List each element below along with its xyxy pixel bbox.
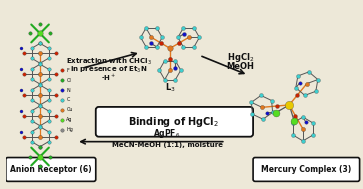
Text: HgCl$_2$: HgCl$_2$: [227, 51, 254, 64]
Text: N: N: [66, 88, 70, 93]
Text: -H$^+$: -H$^+$: [101, 73, 116, 83]
Text: Extraction with CHCl$_3$: Extraction with CHCl$_3$: [65, 57, 151, 67]
Text: Hg: Hg: [66, 127, 73, 132]
Text: MeOH: MeOH: [227, 62, 254, 71]
Text: L$_3$: L$_3$: [165, 82, 175, 94]
Text: Binding of HgCl$_2$: Binding of HgCl$_2$: [129, 115, 219, 129]
FancyBboxPatch shape: [253, 158, 360, 181]
Text: Anion Receptor (6): Anion Receptor (6): [10, 165, 91, 174]
Text: F: F: [66, 68, 69, 73]
Text: MeCN-MeOH (1:1), moisture: MeCN-MeOH (1:1), moisture: [111, 142, 223, 148]
FancyBboxPatch shape: [96, 107, 253, 137]
Text: Cl: Cl: [66, 78, 71, 83]
Text: Cu: Cu: [66, 107, 73, 112]
FancyBboxPatch shape: [6, 158, 96, 181]
Text: in presence of Et$_3$N: in presence of Et$_3$N: [70, 65, 147, 75]
Text: C: C: [66, 98, 70, 102]
Text: Ag: Ag: [66, 117, 73, 122]
Text: Mercury Complex (3): Mercury Complex (3): [261, 165, 351, 174]
Text: AgPF$_6$: AgPF$_6$: [154, 127, 181, 140]
